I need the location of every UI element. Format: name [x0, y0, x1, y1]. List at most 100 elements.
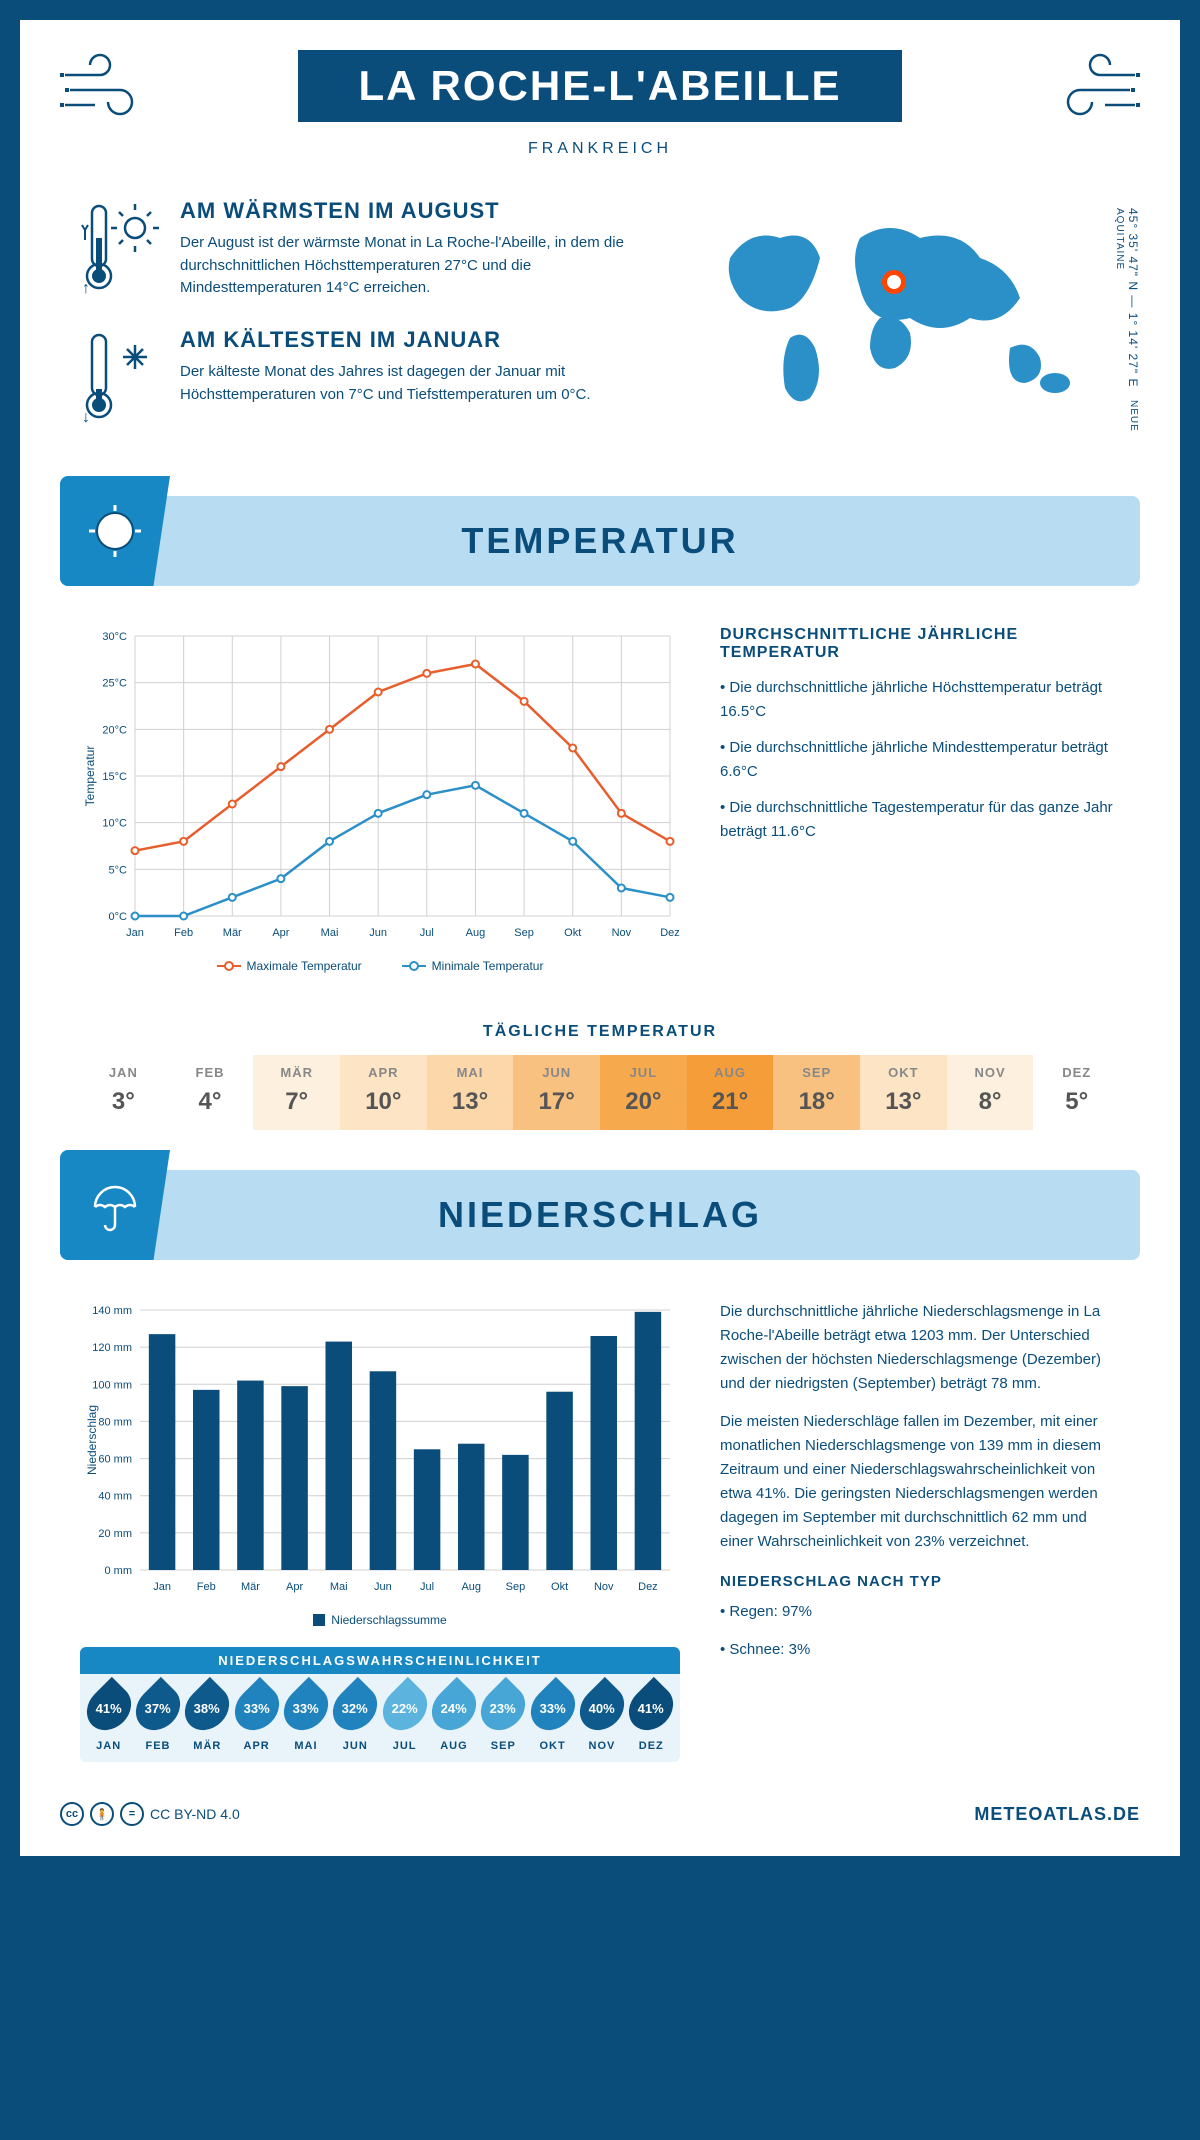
temperature-info: DURCHSCHNITTLICHE JÄHRLICHE TEMPERATUR •… — [720, 626, 1120, 973]
temp-info-heading: DURCHSCHNITTLICHE JÄHRLICHE TEMPERATUR — [720, 626, 1120, 662]
daily-cell: SEP18° — [773, 1055, 860, 1130]
temp-info-b1: • Die durchschnittliche jährliche Höchst… — [720, 676, 1120, 724]
precipitation-section-header: NIEDERSCHLAG — [60, 1170, 1140, 1260]
probability-drop: 24%AUG — [431, 1684, 476, 1752]
svg-text:Dez: Dez — [660, 927, 680, 939]
daily-cell: APR10° — [340, 1055, 427, 1130]
svg-text:40 mm: 40 mm — [98, 1491, 132, 1503]
daily-cell: JUL20° — [600, 1055, 687, 1130]
precip-p1: Die durchschnittliche jährliche Niedersc… — [720, 1300, 1120, 1396]
probability-box: NIEDERSCHLAGSWAHRSCHEINLICHKEIT 41%JAN37… — [80, 1647, 680, 1762]
probability-drop: 33%MAI — [283, 1684, 328, 1752]
sun-icon — [60, 476, 170, 586]
nd-icon: = — [120, 1802, 144, 1826]
svg-text:Aug: Aug — [466, 927, 486, 939]
svg-text:0°C: 0°C — [109, 911, 128, 923]
legend-min: Minimale Temperatur — [402, 959, 544, 973]
country-label: FRANKREICH — [60, 140, 1140, 158]
svg-text:↓: ↓ — [82, 409, 90, 426]
page: LA ROCHE-L'ABEILLE FRANKREICH ↑ AM WÄRMS… — [20, 20, 1180, 1856]
svg-text:Mai: Mai — [321, 927, 339, 939]
svg-text:Mär: Mär — [241, 1581, 260, 1593]
probability-drop: 40%NOV — [579, 1684, 624, 1752]
svg-text:20°C: 20°C — [102, 724, 127, 736]
daily-cell: DEZ5° — [1033, 1055, 1120, 1130]
precip-p2: Die meisten Niederschläge fallen im Deze… — [720, 1410, 1120, 1554]
svg-text:30°C: 30°C — [102, 631, 127, 643]
probability-row: 41%JAN37%FEB38%MÄR33%APR33%MAI32%JUN22%J… — [80, 1674, 680, 1762]
svg-text:Niederschlag: Niederschlag — [85, 1405, 99, 1475]
svg-text:120 mm: 120 mm — [92, 1342, 132, 1354]
by-icon: 🧍 — [90, 1802, 114, 1826]
svg-text:15°C: 15°C — [102, 771, 127, 783]
legend-max: Maximale Temperatur — [217, 959, 362, 973]
svg-text:Temperatur: Temperatur — [83, 746, 97, 807]
probability-drop: 33%OKT — [530, 1684, 575, 1752]
temperature-chart: 0°C5°C10°C15°C20°C25°C30°CJanFebMärAprMa… — [80, 626, 680, 973]
svg-text:20 mm: 20 mm — [98, 1528, 132, 1540]
daily-cell: JUN17° — [513, 1055, 600, 1130]
svg-text:Jun: Jun — [369, 927, 387, 939]
warmest-body: Der August ist der wärmste Monat in La R… — [180, 232, 670, 300]
svg-text:Mär: Mär — [223, 927, 242, 939]
precipitation-info: Die durchschnittliche jährliche Niedersc… — [720, 1300, 1120, 1762]
svg-text:Feb: Feb — [174, 927, 193, 939]
daily-cell: AUG21° — [687, 1055, 774, 1130]
page-title: LA ROCHE-L'ABEILLE — [298, 50, 901, 122]
daily-cell: MÄR7° — [253, 1055, 340, 1130]
svg-text:140 mm: 140 mm — [92, 1305, 132, 1317]
license: cc 🧍 = CC BY-ND 4.0 — [60, 1802, 240, 1826]
daily-cell: JAN3° — [80, 1055, 167, 1130]
cc-icon: cc — [60, 1802, 84, 1826]
temp-legend: Maximale Temperatur Minimale Temperatur — [80, 959, 680, 973]
svg-text:↑: ↑ — [82, 280, 90, 297]
legend-min-label: Minimale Temperatur — [432, 959, 544, 973]
thermometer-sun-icon: ↑ — [80, 198, 160, 303]
probability-drop: 41%DEZ — [629, 1684, 674, 1752]
world-map: 45° 35' 47" N — 1° 14' 27" E NEUE AQUITA… — [700, 198, 1120, 456]
intro-section: ↑ AM WÄRMSTEN IM AUGUST Der August ist d… — [20, 178, 1180, 486]
precip-type2: • Schnee: 3% — [720, 1638, 1120, 1662]
svg-text:Sep: Sep — [514, 927, 534, 939]
coords-value: 45° 35' 47" N — 1° 14' 27" E — [1126, 208, 1140, 387]
precip-legend-label: Niederschlagssumme — [331, 1613, 446, 1627]
temperature-title: TEMPERATUR — [170, 520, 1140, 562]
svg-text:Mai: Mai — [330, 1581, 348, 1593]
daily-temp-strip: JAN3°FEB4°MÄR7°APR10°MAI13°JUN17°JUL20°A… — [80, 1055, 1120, 1130]
location-marker-icon — [882, 270, 906, 294]
temperature-area: 0°C5°C10°C15°C20°C25°C30°CJanFebMärAprMa… — [20, 616, 1180, 993]
precipitation-left: 0 mm20 mm40 mm60 mm80 mm100 mm120 mm140 … — [80, 1300, 680, 1762]
svg-text:Apr: Apr — [286, 1581, 303, 1593]
svg-text:Sep: Sep — [506, 1581, 526, 1593]
svg-text:0 mm: 0 mm — [105, 1565, 133, 1577]
precip-type-heading: NIEDERSCHLAG NACH TYP — [720, 1570, 1120, 1594]
precipitation-title: NIEDERSCHLAG — [170, 1194, 1140, 1236]
temp-info-b3: • Die durchschnittliche Tagestemperatur … — [720, 796, 1120, 844]
svg-text:Jan: Jan — [126, 927, 144, 939]
svg-text:Apr: Apr — [272, 927, 289, 939]
svg-text:80 mm: 80 mm — [98, 1416, 132, 1428]
svg-text:Jan: Jan — [153, 1581, 171, 1593]
coldest-body: Der kälteste Monat des Jahres ist dagege… — [180, 361, 670, 406]
svg-text:Dez: Dez — [638, 1581, 658, 1593]
wind-icon — [1050, 50, 1140, 125]
svg-text:25°C: 25°C — [102, 678, 127, 690]
svg-text:Nov: Nov — [594, 1581, 614, 1593]
warmest-title: AM WÄRMSTEN IM AUGUST — [180, 198, 670, 224]
svg-text:Okt: Okt — [564, 927, 581, 939]
daily-cell: NOV8° — [947, 1055, 1034, 1130]
svg-text:Okt: Okt — [551, 1581, 568, 1593]
coldest-block: ↓ AM KÄLTESTEN IM JANUAR Der kälteste Mo… — [80, 327, 670, 432]
svg-text:60 mm: 60 mm — [98, 1454, 132, 1466]
precip-type1: • Regen: 97% — [720, 1600, 1120, 1624]
coldest-title: AM KÄLTESTEN IM JANUAR — [180, 327, 670, 353]
probability-drop: 22%JUL — [382, 1684, 427, 1752]
daily-cell: MAI13° — [427, 1055, 514, 1130]
coldest-text: AM KÄLTESTEN IM JANUAR Der kälteste Mona… — [180, 327, 670, 432]
temp-info-b2: • Die durchschnittliche jährliche Mindes… — [720, 736, 1120, 784]
wind-icon — [60, 50, 150, 125]
probability-drop: 37%FEB — [135, 1684, 180, 1752]
site-name: METEOATLAS.DE — [974, 1804, 1140, 1825]
umbrella-icon — [60, 1150, 170, 1260]
svg-text:Jul: Jul — [420, 927, 434, 939]
